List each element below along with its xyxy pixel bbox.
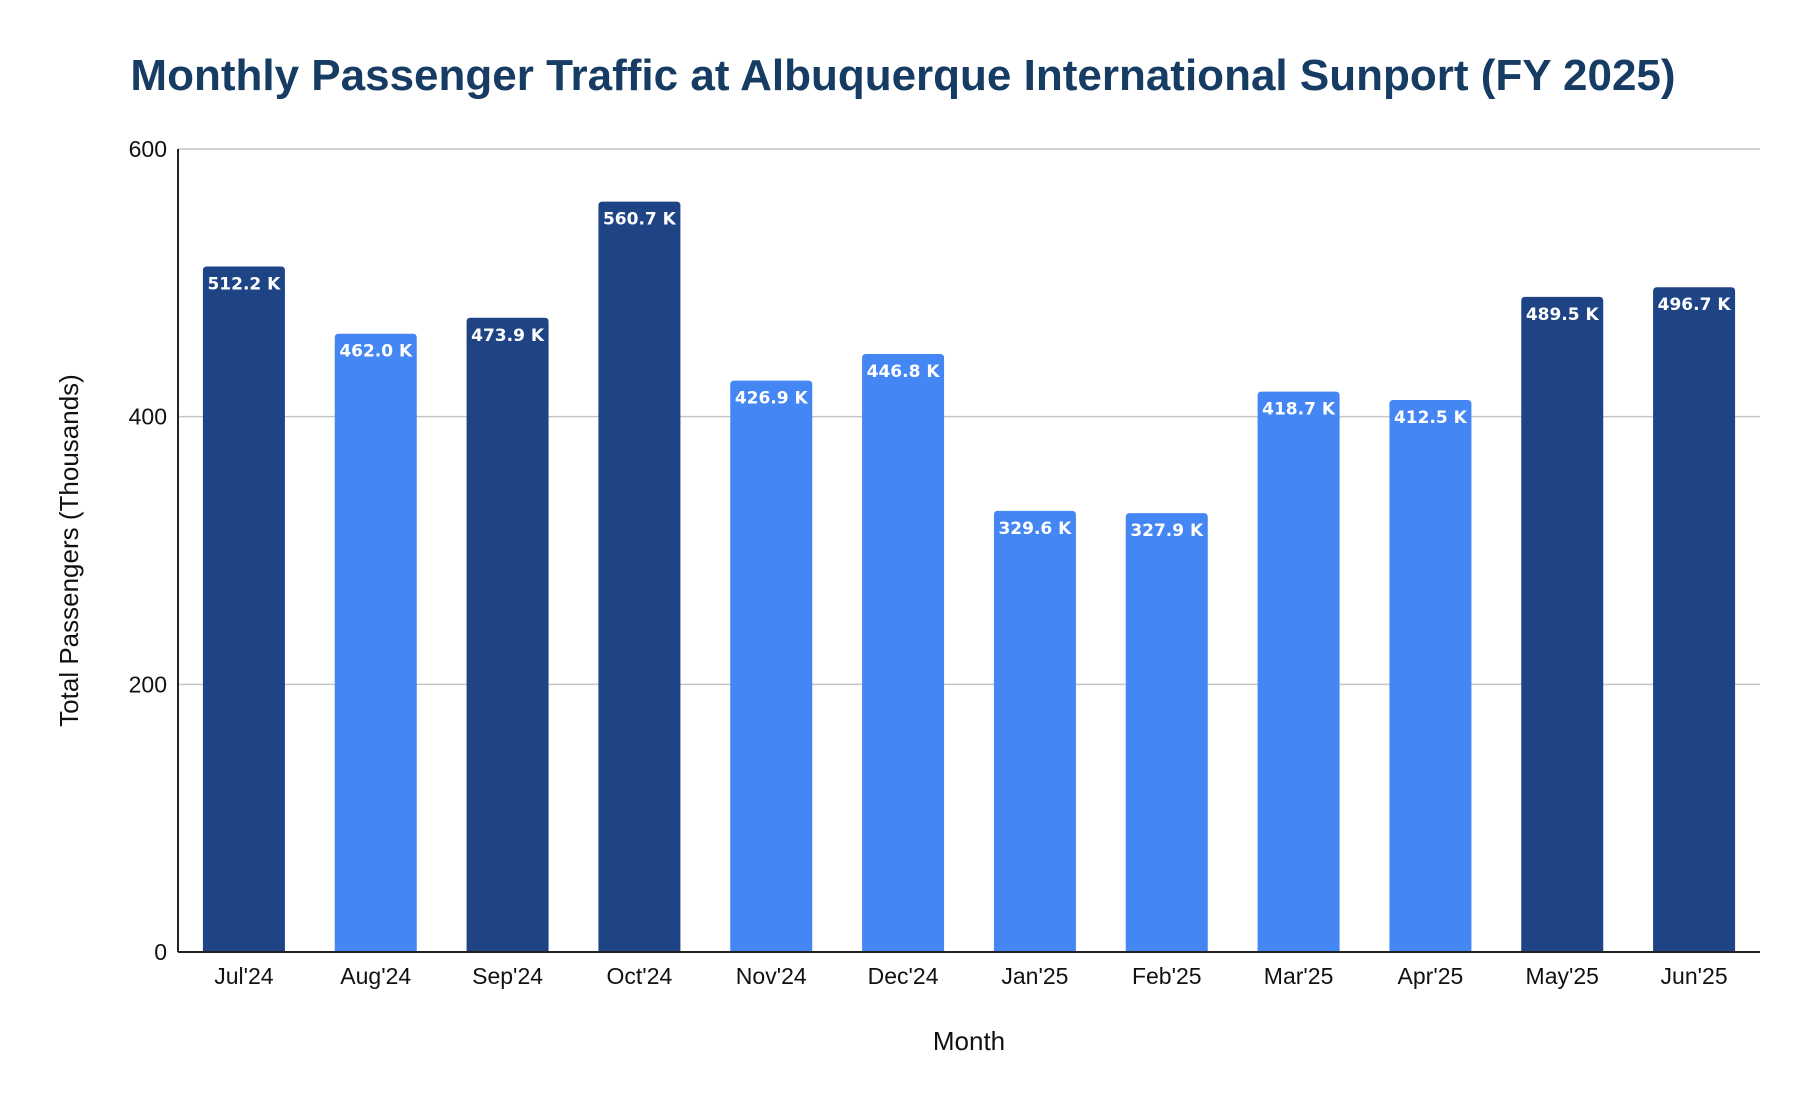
bars — [202, 201, 1736, 953]
bar — [993, 510, 1076, 952]
bar-value-label: 412.5 K — [1394, 408, 1468, 428]
bar — [1257, 391, 1340, 952]
gridlines — [178, 148, 1760, 686]
bar — [1521, 296, 1604, 952]
bar-value-label: 446.8 K — [867, 362, 941, 382]
bar — [598, 201, 681, 952]
bar — [334, 333, 417, 952]
x-tick-label: Sep'24 — [472, 963, 543, 989]
x-tick-label: Mar'25 — [1264, 963, 1334, 989]
bar-value-label: 512.2 K — [207, 275, 281, 295]
x-tick-label: May'25 — [1526, 963, 1599, 989]
x-tick-label: Aug'24 — [340, 963, 411, 989]
bar — [202, 266, 285, 952]
bar-value-label: 496.7 K — [1658, 295, 1732, 315]
bar — [730, 380, 813, 952]
bar — [862, 354, 945, 952]
bar — [1125, 513, 1208, 952]
x-tick-labels: Jul'24 Aug'24 Sep'24 Oct'24 Nov'24 Dec'24 Jan'… — [214, 963, 1727, 989]
bar — [1389, 399, 1472, 952]
bar-value-label: 329.6 K — [998, 519, 1072, 539]
bar — [466, 317, 549, 953]
bar-value-label: 462.0 K — [339, 342, 413, 362]
x-tick-label: Dec'24 — [868, 963, 939, 989]
bar-value-label: 327.9 K — [1130, 521, 1204, 541]
chart-title: Monthly Passenger Traffic at Albuquerque… — [130, 51, 1675, 100]
x-axis-title: Month — [933, 1026, 1005, 1056]
x-tick-label: Feb'25 — [1132, 963, 1202, 989]
x-tick-label: Jul'24 — [214, 963, 274, 989]
bar — [1653, 287, 1736, 952]
x-tick-label: Apr'25 — [1398, 963, 1464, 989]
y-tick-labels: 0 200 400 600 — [129, 136, 167, 965]
y-tick-label: 200 — [129, 671, 167, 697]
y-tick-label: 0 — [154, 939, 167, 965]
bar-value-label: 418.7 K — [1262, 400, 1336, 420]
bar-value-label: 426.9 K — [735, 389, 809, 409]
axes — [177, 149, 1760, 953]
bar-value-label: 473.9 K — [471, 326, 545, 346]
x-tick-label: Jan'25 — [1001, 963, 1068, 989]
x-tick-label: Jun'25 — [1661, 963, 1728, 989]
y-axis-title: Total Passengers (Thousands) — [54, 374, 84, 727]
bar-value-label: 560.7 K — [603, 210, 677, 230]
x-tick-label: Nov'24 — [736, 963, 807, 989]
x-tick-label: Oct'24 — [607, 963, 673, 989]
data-labels: 512.2 K 462.0 K 473.9 K 560.7 K 426.9 K 446.8… — [207, 210, 1731, 542]
y-tick-label: 400 — [129, 404, 167, 430]
y-tick-label: 600 — [129, 136, 167, 162]
bar-value-label: 489.5 K — [1526, 305, 1600, 325]
